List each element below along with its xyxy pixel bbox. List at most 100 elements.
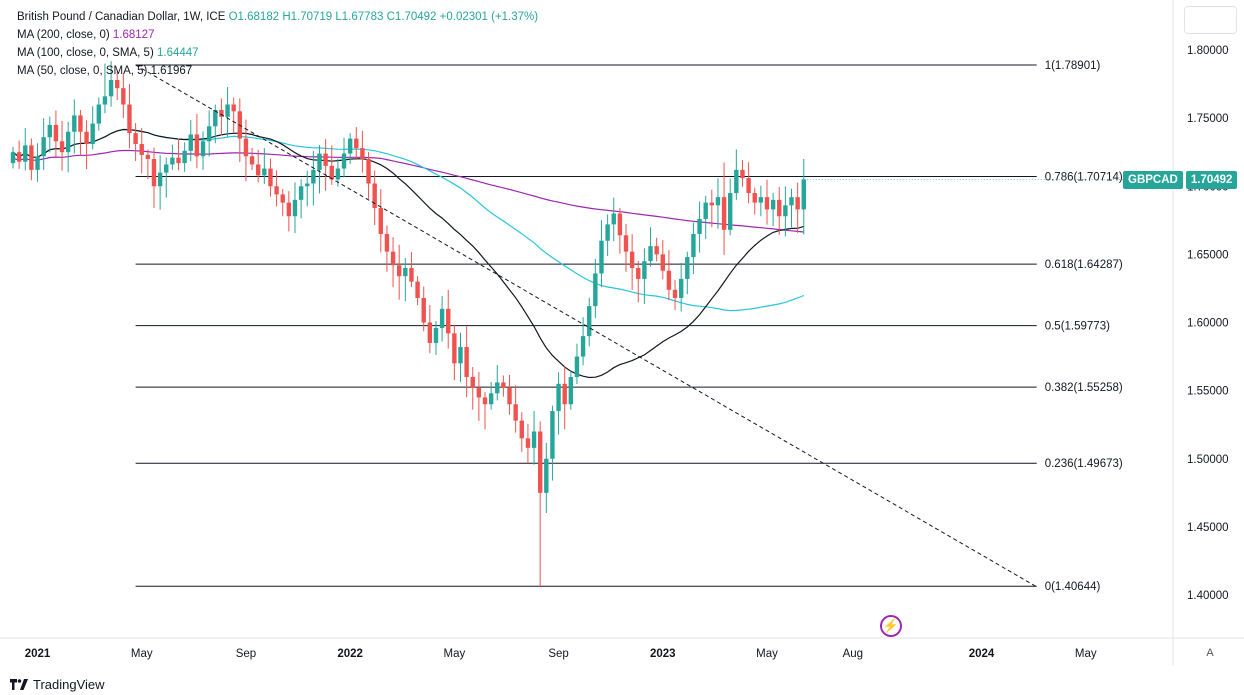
candle xyxy=(256,150,261,183)
candle xyxy=(323,139,328,191)
candle-body xyxy=(372,183,377,209)
x-tick-label: May xyxy=(443,648,465,660)
candle xyxy=(721,162,727,255)
candle-body xyxy=(390,251,396,266)
candle xyxy=(390,237,396,288)
close-value: C1.70492 xyxy=(386,11,437,23)
auto-scale-button[interactable]: A xyxy=(1206,647,1214,659)
candle-body xyxy=(783,205,788,217)
candle xyxy=(78,109,83,156)
candle xyxy=(691,222,696,274)
candle xyxy=(347,133,353,164)
candle-body xyxy=(501,382,506,388)
candle-body xyxy=(108,79,114,97)
candle xyxy=(317,145,322,194)
y-tick-label: 1.80000 xyxy=(1187,45,1229,57)
tradingview-branding[interactable]: TradingView xyxy=(10,677,105,692)
candle xyxy=(200,131,206,170)
candle xyxy=(415,276,420,306)
candle xyxy=(176,138,181,171)
candle-body xyxy=(672,289,678,298)
candle-body xyxy=(102,96,108,105)
y-tick-label: 1.50000 xyxy=(1187,454,1229,466)
ma50-value: 1.61967 xyxy=(150,65,193,77)
candle-body xyxy=(409,268,414,282)
x-tick-label: May xyxy=(1075,648,1097,660)
candle xyxy=(556,372,561,435)
ma50-label: MA (50, close, 0, SMA, 5) xyxy=(17,65,148,77)
candle xyxy=(709,189,715,228)
candle-body xyxy=(127,104,132,134)
ma200-label: MA (200, close, 0) xyxy=(17,29,110,41)
candle xyxy=(145,149,151,180)
candle-body xyxy=(446,308,451,334)
bolt-icon[interactable]: ⚡ xyxy=(880,615,902,637)
candle-body xyxy=(537,431,543,493)
candle xyxy=(59,120,65,171)
candle-body xyxy=(298,186,304,200)
tradingview-logo-icon xyxy=(10,679,28,690)
legend-ma200-row: MA (200, close, 0) 1.68127 xyxy=(17,26,538,44)
candle xyxy=(243,119,249,182)
candle xyxy=(678,262,684,312)
candle-body xyxy=(439,308,445,328)
candle-body xyxy=(41,137,46,157)
candle xyxy=(409,252,414,288)
candles-layer xyxy=(10,61,806,587)
candle xyxy=(550,405,555,481)
candle-body xyxy=(476,387,482,398)
brand-name: TradingView xyxy=(33,677,105,692)
candle-body xyxy=(721,197,727,230)
candle xyxy=(231,97,236,134)
candle xyxy=(715,178,721,229)
candle-body xyxy=(427,322,433,343)
candle-body xyxy=(231,104,236,112)
candle xyxy=(366,152,371,199)
candle-body xyxy=(709,202,715,206)
candle xyxy=(298,179,304,219)
candle xyxy=(84,120,89,170)
candle-body xyxy=(617,213,623,236)
ma50-line xyxy=(12,128,804,379)
candle xyxy=(10,146,16,169)
candle-body xyxy=(225,104,230,117)
candle-body xyxy=(519,420,524,439)
candle xyxy=(29,138,34,181)
candle xyxy=(421,286,426,332)
candle-body xyxy=(728,193,733,230)
candle-body xyxy=(90,123,95,145)
candle-body xyxy=(311,169,316,184)
candle-body xyxy=(286,202,292,217)
open-value: O1.68182 xyxy=(228,11,280,23)
candle xyxy=(666,250,672,301)
candle-body xyxy=(243,138,249,157)
candle xyxy=(482,391,488,430)
candle-body xyxy=(697,218,702,234)
candle-body xyxy=(329,165,334,180)
candle-body xyxy=(206,126,212,142)
candle-body xyxy=(642,261,647,279)
candle xyxy=(311,150,316,206)
candle-body xyxy=(121,88,126,105)
candle xyxy=(795,182,800,233)
candle xyxy=(194,114,200,169)
chart-settings-button[interactable] xyxy=(1184,6,1237,34)
fib-level-label: 0.786(1.70714) xyxy=(1045,172,1123,184)
candle xyxy=(378,189,383,253)
chart-legend: British Pound / Canadian Dollar, 1W, ICE… xyxy=(17,8,538,80)
candle xyxy=(746,162,751,204)
ma200-value: 1.68127 xyxy=(112,29,155,41)
candle-body xyxy=(194,134,200,157)
candle xyxy=(439,295,445,342)
candle-body xyxy=(513,404,518,421)
candle xyxy=(764,179,770,225)
candle xyxy=(562,366,567,430)
candle xyxy=(672,279,678,310)
x-tick-label: 2021 xyxy=(25,648,51,660)
candle-body xyxy=(133,133,138,145)
candle xyxy=(464,326,469,398)
candle-body xyxy=(544,458,549,493)
candle xyxy=(593,259,598,319)
candle-body xyxy=(795,197,800,210)
